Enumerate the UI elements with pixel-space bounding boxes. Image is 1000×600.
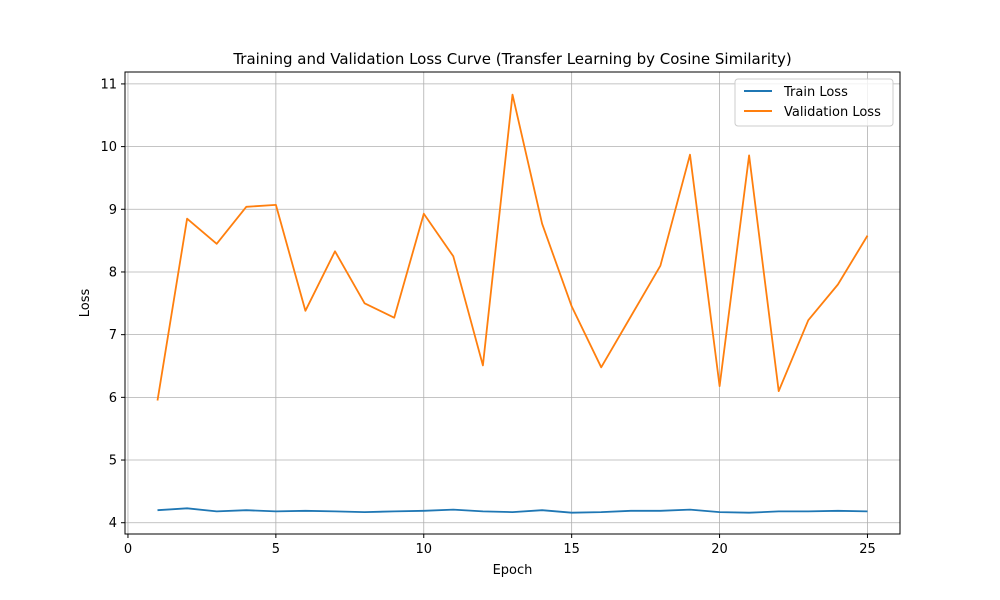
- x-tick-label: 20: [711, 542, 728, 557]
- x-tick-label: 25: [859, 542, 876, 557]
- y-tick-label: 9: [109, 203, 117, 218]
- plot-frame: [124, 71, 901, 535]
- legend: Train Loss Validation Loss: [734, 78, 894, 127]
- series-line-train-loss: [157, 507, 868, 514]
- legend-train-loss-label: Train Loss: [783, 85, 848, 100]
- y-tick-label: 11: [100, 77, 117, 92]
- y-tick-label: 7: [109, 328, 117, 343]
- x-axis-label: Epoch: [493, 563, 533, 578]
- x-tick-label: 15: [563, 542, 580, 557]
- x-tick-label: 5: [272, 542, 280, 557]
- y-tick-label: 8: [109, 265, 117, 280]
- legend-box: [734, 78, 894, 127]
- legend-validation-loss-label: Validation Loss: [784, 105, 881, 120]
- x-tick-label: 10: [415, 542, 432, 557]
- y-tick-label: 10: [100, 140, 117, 155]
- y-tick-label: 5: [109, 454, 117, 469]
- chart-title: Training and Validation Loss Curve (Tran…: [232, 50, 791, 68]
- y-axis-label: Loss: [78, 289, 93, 318]
- axis-ticks: 0 5 10 15 20 25 4 5 6 7 8 9 10 11: [100, 77, 875, 557]
- y-tick-label: 6: [109, 391, 117, 406]
- series-line-validation-loss: [156, 93, 869, 401]
- x-tick-label: 0: [124, 542, 132, 557]
- y-tick-label: 4: [109, 516, 117, 531]
- series-lines: [156, 93, 869, 514]
